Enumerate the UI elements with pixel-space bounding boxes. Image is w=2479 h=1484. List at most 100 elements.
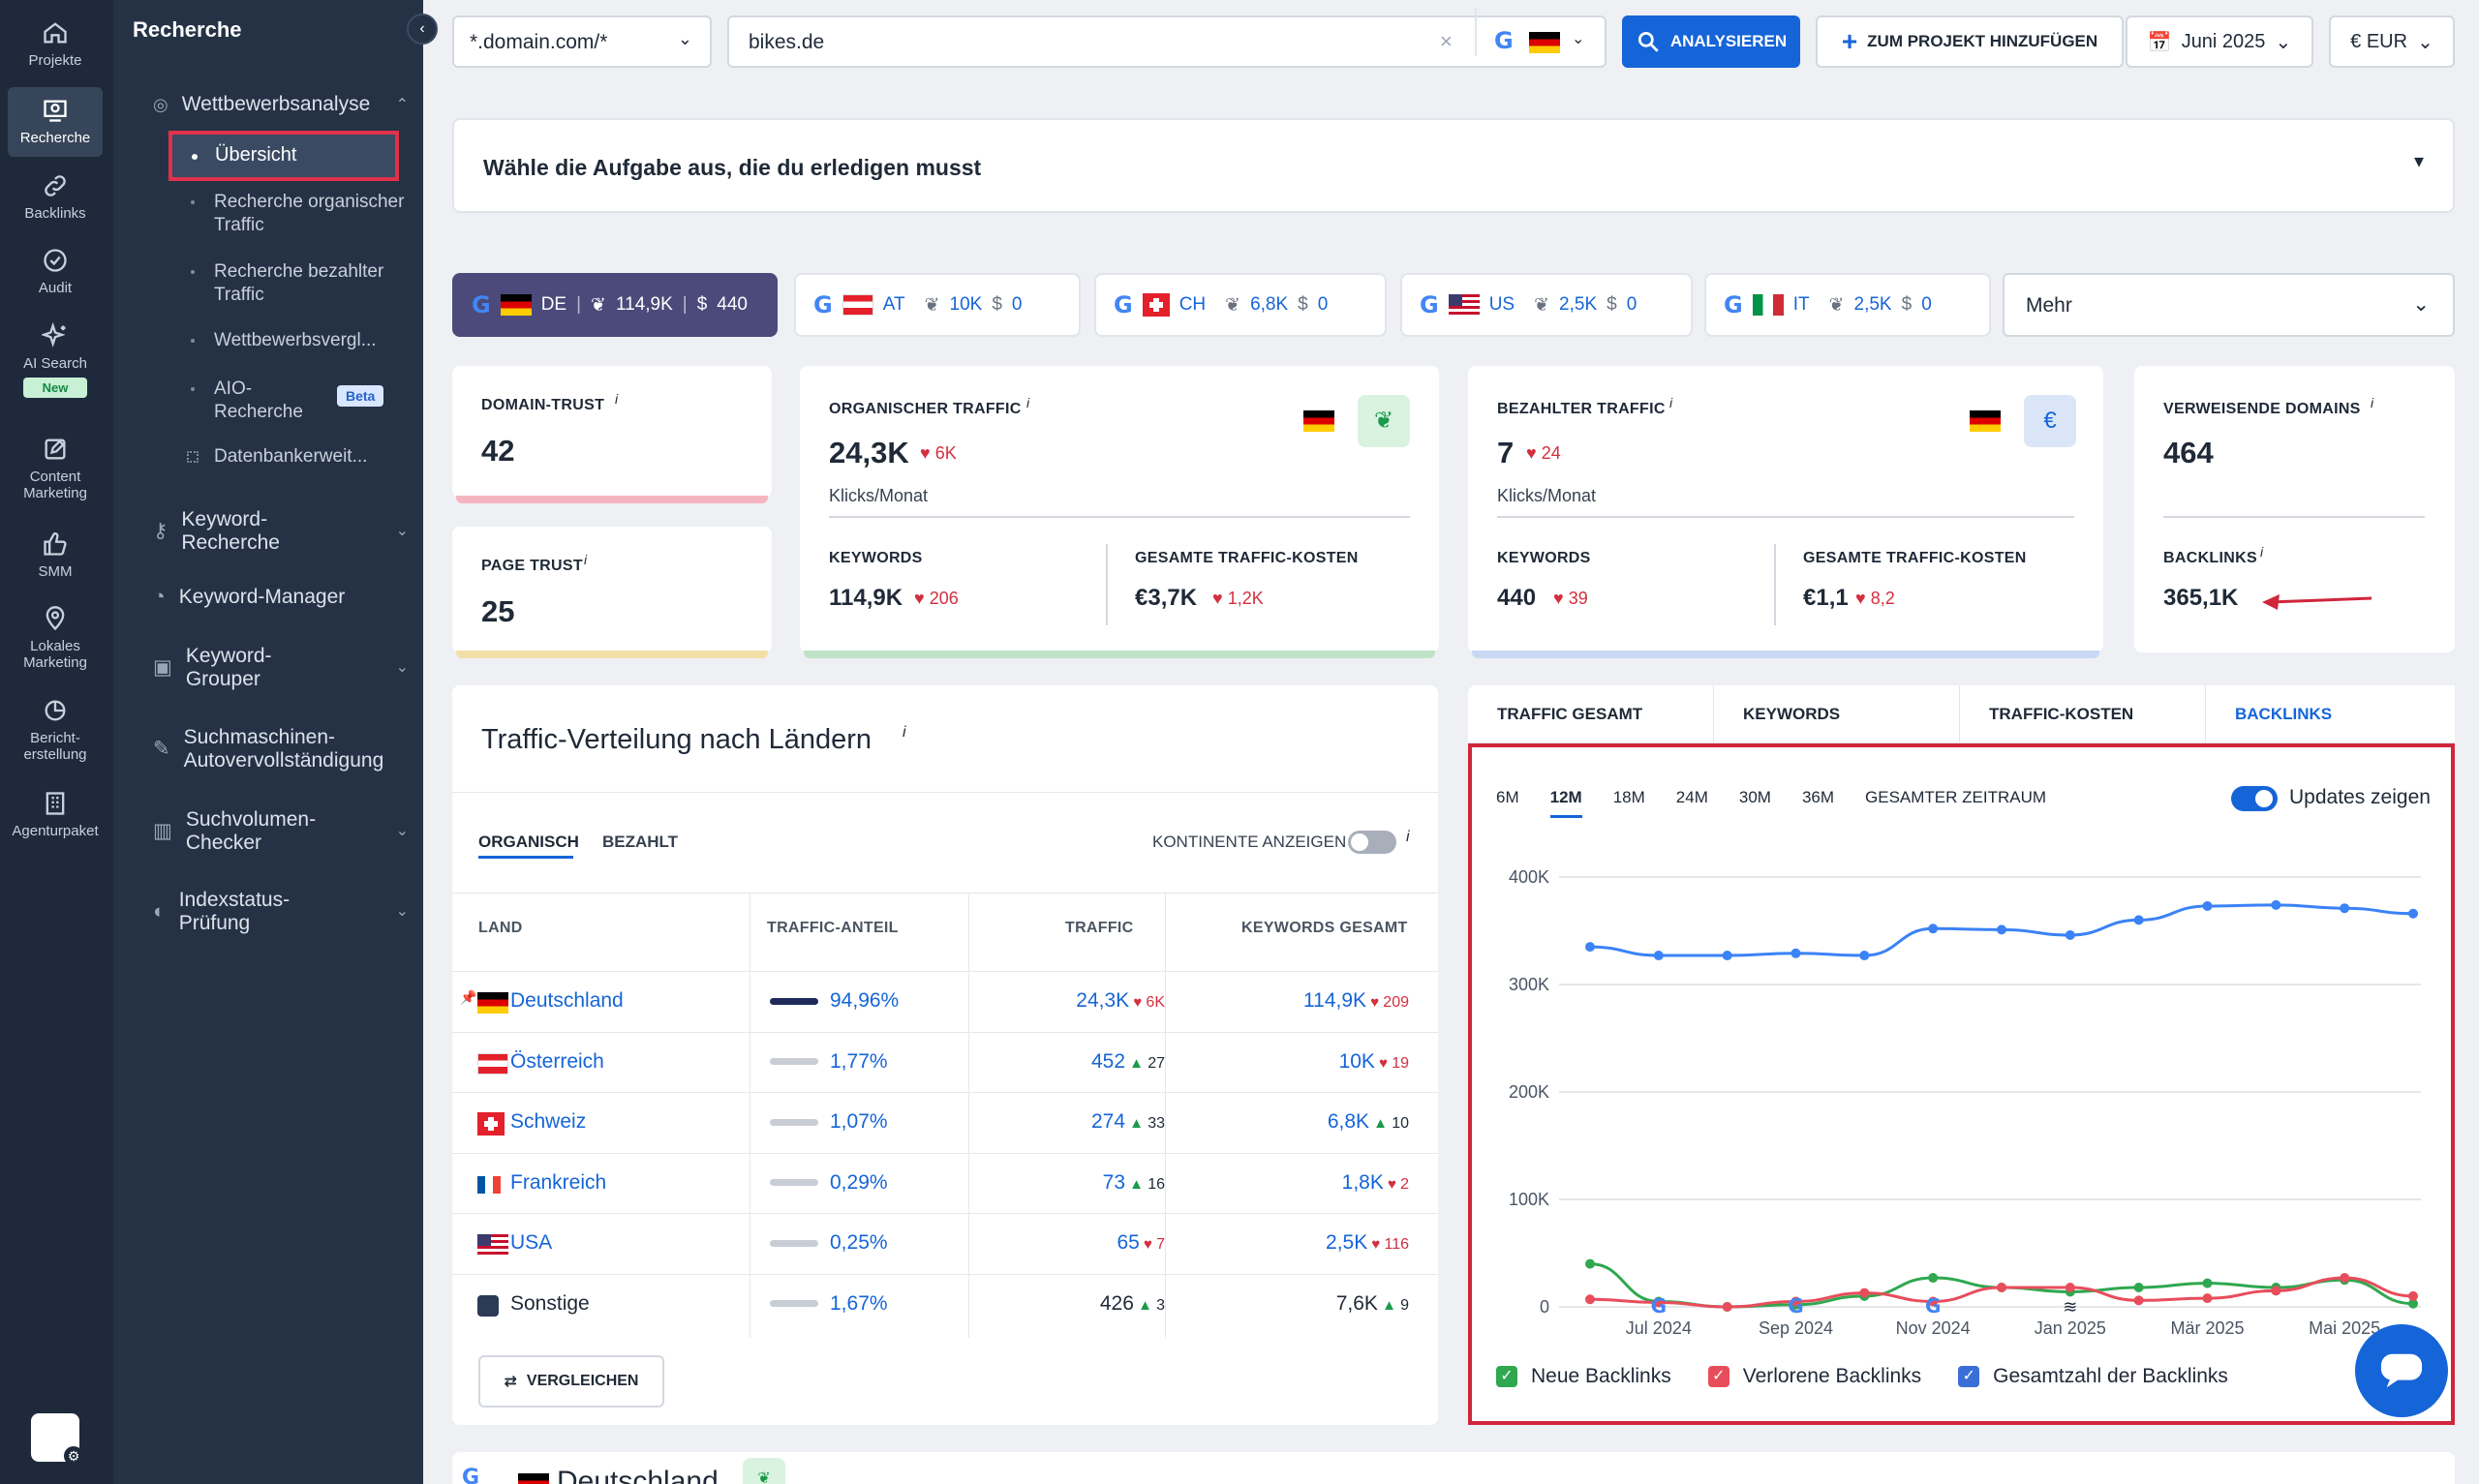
traffic-cell[interactable]: 24,3K ♥ 6K (1076, 989, 1165, 1012)
info-icon[interactable]: i (2371, 395, 2374, 410)
sidebar-item-aio[interactable]: AIO-Recherche (191, 378, 330, 424)
rail-item-backlinks[interactable]: Backlinks (8, 172, 103, 222)
data-point[interactable] (1997, 1283, 2006, 1293)
gear-icon[interactable]: ⚙ (64, 1446, 83, 1466)
legend-total[interactable]: ✓ Gesamtzahl der Backlinks (1958, 1365, 2228, 1388)
data-point[interactable] (1859, 1287, 1870, 1298)
tab-traffic-kosten[interactable]: TRAFFIC-KOSTEN (1960, 685, 2206, 742)
data-point[interactable] (1997, 924, 2006, 935)
tab-bezahlt[interactable]: BEZAHLT (602, 833, 679, 851)
data-point[interactable] (2340, 1273, 2350, 1284)
country-link[interactable]: Schweiz (510, 1110, 587, 1133)
task-select[interactable]: Wähle die Aufgabe aus, die du erledigen … (452, 118, 2455, 213)
country-link[interactable]: Frankreich (510, 1170, 607, 1194)
col-traffic[interactable]: TRAFFIC (1065, 920, 1134, 936)
rail-item-smm[interactable]: SMM (8, 530, 103, 580)
rail-item-content-marketing[interactable]: Content Marketing (8, 436, 103, 501)
tab-backlinks[interactable]: BACKLINKS (2206, 685, 2455, 742)
domain-input[interactable]: bikes.de × G ⌄ (727, 8, 1607, 68)
info-icon[interactable]: i (1669, 395, 1673, 410)
range-30m[interactable]: 30M (1738, 788, 1771, 806)
traffic-cell[interactable]: 65 ♥ 7 (1117, 1231, 1165, 1254)
rail-item-projekte[interactable]: Projekte (8, 19, 103, 69)
legend-lost[interactable]: ✓ Verlorene Backlinks (1707, 1365, 1921, 1388)
continents-toggle[interactable] (1348, 831, 1396, 854)
clear-icon[interactable]: × (1440, 29, 1453, 53)
google-update-icon[interactable]: G (1651, 1294, 1667, 1317)
more-countries-select[interactable]: Mehr ⌄ (2003, 273, 2455, 337)
info-icon[interactable]: i (615, 391, 619, 407)
data-point[interactable] (1585, 942, 1595, 953)
country-tab-us[interactable]: G US ❦ 2,5K $0 (1400, 273, 1693, 337)
google-update-icon[interactable]: G (1788, 1294, 1803, 1317)
db-flag[interactable] (1529, 31, 1560, 54)
collapse-sidebar-button[interactable]: ‹ (407, 14, 438, 45)
sidebar-item-database[interactable]: Datenbankerweit... (187, 445, 437, 469)
data-point[interactable] (2408, 1290, 2418, 1301)
nav-autocomplete[interactable]: ✎ Suchmaschinen-Autovervollständigung (153, 726, 405, 772)
col-keywords[interactable]: KEYWORDS GESAMT (1241, 920, 1408, 936)
rail-item-agenturpaket[interactable]: Agenturpaket (8, 790, 103, 839)
data-point[interactable] (1653, 951, 1664, 961)
compare-button[interactable]: ⇄ VERGLEICHEN (478, 1355, 664, 1408)
info-icon[interactable]: i (1026, 395, 1030, 410)
keywords-cell[interactable]: 6,8K ▲ 10 (1327, 1110, 1409, 1133)
database-update-icon[interactable]: ≋ (2063, 1297, 2077, 1317)
data-point[interactable] (1928, 1296, 1939, 1307)
data-point[interactable] (2133, 1295, 2144, 1306)
country-tab-ch[interactable]: G CH ❦ 6,8K $0 (1094, 273, 1387, 337)
data-point[interactable] (2133, 1283, 2144, 1293)
keywords-cell[interactable]: 7,6K ▲ 9 (1335, 1291, 1409, 1315)
country-link[interactable]: Deutschland (510, 989, 624, 1012)
keywords-cell[interactable]: 1,8K ♥ 2 (1341, 1170, 1409, 1194)
data-point[interactable] (1585, 1258, 1595, 1269)
data-point[interactable] (1790, 1296, 1801, 1307)
google-update-icon[interactable]: G (1925, 1294, 1941, 1317)
rail-item-ai-search[interactable]: AI Search New (8, 322, 103, 398)
range-36m[interactable]: 36M (1801, 788, 1835, 806)
rail-item-berichterstellung[interactable]: Bericht-erstellung (8, 697, 103, 763)
data-point[interactable] (1928, 924, 1939, 934)
scope-select[interactable]: *.domain.com/* ⌄ (452, 15, 712, 68)
sidebar-item-uebersicht[interactable]: Übersicht (168, 131, 399, 181)
tab-traffic-gesamt[interactable]: TRAFFIC GESAMT (1468, 685, 1714, 742)
data-point[interactable] (1859, 951, 1870, 961)
currency-select[interactable]: € EUR ⌄ (2329, 15, 2455, 68)
col-land[interactable]: LAND (478, 920, 523, 936)
data-point[interactable] (2340, 903, 2350, 914)
traffic-cell[interactable]: 452 ▲ 27 (1090, 1049, 1165, 1073)
nav-keyword-manager[interactable]: ◔ Keyword-Manager (153, 586, 405, 609)
nav-keyword-grouper[interactable]: ▣ Keyword-Grouper ⌄ (153, 645, 409, 691)
info-icon[interactable]: i (584, 552, 588, 567)
legend-new[interactable]: ✓ Neue Backlinks (1496, 1365, 1671, 1388)
country-link[interactable]: Österreich (510, 1049, 604, 1073)
info-icon[interactable]: i (2260, 544, 2264, 560)
data-point[interactable] (2202, 900, 2213, 911)
data-point[interactable] (2133, 915, 2144, 925)
traffic-cell[interactable]: 426 ▲ 3 (1099, 1291, 1165, 1315)
range-all[interactable]: GESAMTER ZEITRAUM (1865, 788, 2047, 806)
country-tab-at[interactable]: G AT ❦ 10K $0 (794, 273, 1081, 337)
data-point[interactable] (1722, 951, 1732, 961)
sidebar-item-organic[interactable]: Recherche organischer Traffic (191, 191, 437, 237)
country-tab-it[interactable]: G IT ❦ 2,5K $0 (1704, 273, 1991, 337)
tab-organisch[interactable]: ORGANISCH (478, 833, 579, 851)
data-point[interactable] (1722, 1302, 1732, 1312)
nav-wettbewerbsanalyse[interactable]: ◎ Wettbewerbsanalyse ⌃ (153, 93, 409, 116)
range-12m[interactable]: 12M (1549, 788, 1582, 818)
rail-item-lokales-marketing[interactable]: Lokales Marketing (8, 605, 103, 671)
rail-item-recherche[interactable]: Recherche (8, 87, 103, 157)
keywords-cell[interactable]: 10K ♥ 19 (1338, 1049, 1409, 1073)
traffic-cell[interactable]: 73 ▲ 16 (1102, 1170, 1165, 1194)
sidebar-item-paid[interactable]: Recherche bezahlter Traffic (191, 260, 437, 307)
analyze-button[interactable]: ANALYSIEREN (1622, 15, 1800, 68)
data-point[interactable] (1790, 948, 1801, 958)
data-point[interactable] (2065, 1283, 2075, 1293)
traffic-cell[interactable]: 274 ▲ 33 (1090, 1110, 1165, 1133)
data-point[interactable] (1585, 1294, 1595, 1305)
data-point[interactable] (1928, 1273, 1939, 1284)
data-point[interactable] (2202, 1293, 2213, 1304)
chat-button[interactable] (2355, 1324, 2448, 1417)
data-point[interactable] (2271, 1286, 2281, 1296)
data-point[interactable] (2202, 1278, 2213, 1288)
